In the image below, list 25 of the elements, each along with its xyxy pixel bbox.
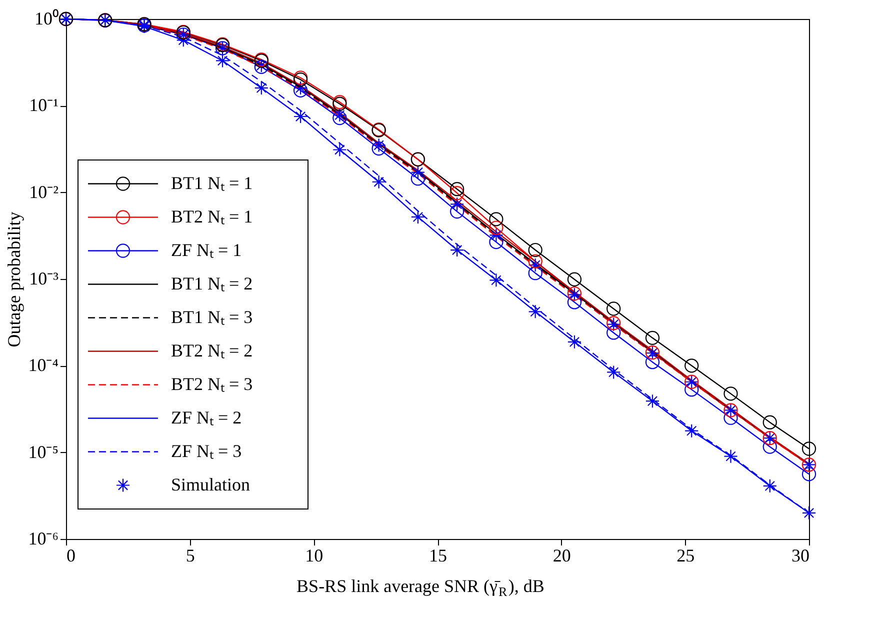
legend-label: BT2 Nₜ = 2: [171, 340, 253, 360]
legend-label: BT1 Nₜ = 3: [171, 306, 253, 327]
legend-label: BT2 Nₜ = 1: [171, 206, 253, 226]
x-tick-label: 10: [305, 546, 324, 566]
y-tick-label: 10⁻⁵: [28, 442, 58, 462]
legend-label: ZF Nₜ = 1: [171, 240, 242, 260]
y-tick-label: 10⁻³: [29, 268, 60, 288]
legend-label: BT2 Nₜ = 3: [171, 374, 253, 394]
x-tick-label: 30: [792, 546, 810, 566]
x-tick-label: 5: [186, 546, 195, 566]
legend-label: BT1 Nₜ = 2: [171, 273, 253, 294]
y-tick-label: 10⁻²: [29, 182, 58, 202]
legend-label: ZF Nₜ = 2: [171, 407, 242, 428]
y-tick-label: 10⁻⁴: [28, 355, 58, 376]
legend-label: ZF Nₜ = 3: [171, 440, 242, 461]
x-tick-label: 15: [429, 546, 447, 566]
x-tick-label: 0: [66, 546, 76, 566]
y-tick-label: 10⁻⁶: [28, 528, 58, 548]
x-tick-label: 25: [676, 546, 695, 566]
x-tick-label: 20: [552, 546, 571, 566]
y-tick-label: 10⁻¹: [29, 95, 58, 116]
legend-label: Simulation: [171, 474, 250, 494]
y-tick-label: 10⁰: [34, 8, 58, 28]
y-axis-title: Outage probability: [4, 212, 24, 348]
legend-label: BT1 Nₜ = 1: [171, 172, 253, 193]
